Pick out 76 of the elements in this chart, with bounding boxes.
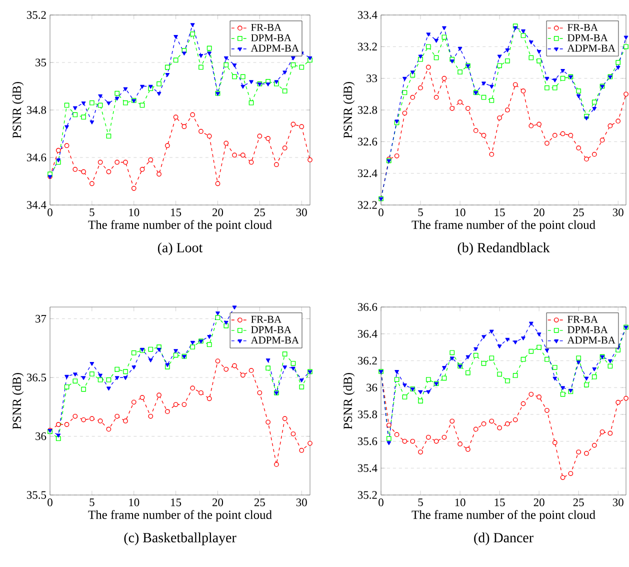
y-tick-label: 33.4 — [358, 11, 378, 19]
y-tick-label: 35.5 — [26, 491, 46, 499]
legend-label: FR-BA — [251, 24, 282, 31]
x-tick-label: 5 — [90, 208, 94, 216]
x-tick-label: 30 — [296, 208, 307, 216]
x-tick-label: 30 — [296, 498, 307, 506]
y-tick-label: 34.8 — [26, 106, 46, 114]
x-tick-label: 15 — [494, 498, 505, 506]
x-tick-label: 0 — [378, 208, 384, 216]
y-tick-label: 32.4 — [358, 169, 378, 178]
text: (d) Dancer — [474, 532, 534, 546]
x-tick-label: 20 — [534, 208, 544, 216]
y-axis-title: PSNR (dB) — [343, 82, 355, 138]
x-tick-label: 10 — [455, 498, 466, 506]
y-axis-title: PSNR (dB) — [343, 373, 355, 430]
x-tick-label: 0 — [378, 498, 384, 506]
x-tick-label: 5 — [90, 498, 94, 506]
y-tick-label: 33.2 — [358, 42, 377, 51]
y-tick-label: 36.5 — [26, 374, 46, 382]
legend-label: DPM-BA — [568, 34, 608, 42]
legend-label: ADPM-BA — [250, 44, 299, 52]
text: (b) Redandblack — [458, 242, 550, 256]
y-tick-label: 33 — [366, 74, 378, 82]
y-tick-label: 35.2 — [26, 11, 46, 19]
legend-label: DPM-BA — [568, 326, 608, 334]
x-tick-label: 25 — [254, 498, 265, 506]
y-tick-label: 35 — [36, 58, 46, 66]
text: (a) Loot — [158, 242, 203, 256]
y-tick-label: 32.2 — [358, 201, 377, 209]
y-tick-label: 36 — [36, 432, 46, 440]
legend-label: FR-BA — [251, 316, 282, 323]
y-tick-label: 35.6 — [358, 437, 378, 446]
legend-label: DPM-BA — [251, 34, 292, 42]
x-tick-label: 10 — [455, 208, 466, 216]
x-tick-label: 0 — [48, 208, 52, 216]
x-tick-label: 20 — [212, 208, 224, 216]
x-tick-label: 15 — [171, 498, 182, 506]
y-tick-label: 37 — [36, 314, 46, 323]
y-tick-label: 36 — [366, 384, 378, 392]
y-tick-label: 32.6 — [358, 138, 378, 146]
x-axis-title: The frame number of the point cloud — [88, 510, 272, 522]
y-axis-title: PSNR (dB) — [12, 82, 24, 138]
y-tick-label: 36.2 — [358, 356, 377, 365]
x-axis-title: The frame number of the point cloud — [88, 220, 272, 232]
y-tick-label: 36.4 — [358, 330, 378, 338]
x-tick-label: 10 — [129, 208, 140, 216]
legend-label: ADPM-BA — [250, 336, 299, 344]
y-tick-label: 35.2 — [358, 491, 377, 499]
y-tick-label: 35.8 — [358, 410, 378, 418]
x-tick-label: 15 — [171, 208, 182, 216]
legend-label: FR-BA — [568, 316, 598, 323]
x-tick-label: 20 — [212, 498, 224, 506]
x-tick-label: 5 — [418, 498, 423, 506]
x-tick-label: 0 — [48, 498, 52, 506]
y-tick-label: 36.6 — [358, 303, 378, 311]
x-tick-label: 25 — [573, 208, 584, 216]
x-tick-label: 5 — [418, 208, 423, 216]
legend-label: FR-BA — [568, 24, 598, 31]
text: (c) Basketballplayer — [124, 532, 236, 546]
x-tick-label: 30 — [612, 208, 624, 216]
y-tick-label: 34.4 — [26, 201, 46, 209]
legend-label: ADPM-BA — [567, 44, 616, 52]
x-axis-title: The frame number of the point cloud — [412, 220, 596, 232]
y-axis-title: PSNR (dB) — [12, 373, 24, 430]
y-tick-label: 32.8 — [358, 106, 378, 114]
x-tick-label: 10 — [129, 498, 140, 506]
x-axis-title: The frame number of the point cloud — [412, 510, 596, 522]
legend-label: ADPM-BA — [567, 336, 616, 344]
x-tick-label: 15 — [494, 208, 505, 216]
x-tick-label: 25 — [254, 208, 265, 216]
x-tick-label: 25 — [573, 498, 584, 506]
legend-label: DPM-BA — [251, 326, 292, 334]
y-tick-label: 35.4 — [358, 464, 378, 472]
x-tick-label: 30 — [612, 498, 624, 506]
x-tick-label: 20 — [534, 498, 544, 506]
y-tick-label: 34.6 — [26, 154, 46, 162]
